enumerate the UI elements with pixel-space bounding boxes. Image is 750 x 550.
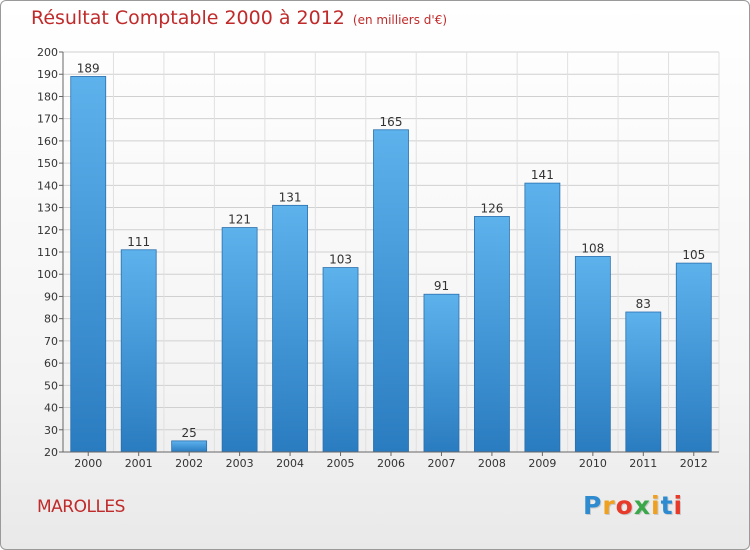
- y-tick-label: 140: [37, 179, 58, 192]
- bar-2012: [675, 262, 712, 453]
- y-tick-label: 180: [37, 90, 58, 103]
- logo-letter: i: [673, 491, 684, 520]
- y-tick-label: 120: [37, 224, 58, 237]
- logo-letter: i: [651, 491, 661, 520]
- x-tick-label: 2000: [74, 457, 102, 470]
- chart-title: Résultat Comptable 2000 à 2012 (en millie…: [31, 7, 447, 29]
- x-tick-label: 2006: [377, 457, 405, 470]
- logo-letter: o: [615, 491, 634, 520]
- bar-2011: [625, 311, 662, 453]
- axes: 20 30 40 50 60 70 80 90 100 110 120 130 140 150 160 170…: [37, 46, 719, 470]
- data-label-2005: 103: [329, 253, 352, 267]
- data-label-2009: 141: [531, 168, 554, 182]
- x-tick-label: 2001: [125, 457, 153, 470]
- x-tick-label: 2011: [629, 457, 657, 470]
- bar-2008: [474, 216, 510, 453]
- data-label-2007: 91: [434, 279, 449, 293]
- data-label-2012: 105: [682, 248, 705, 262]
- chart-title-main: Résultat Comptable 2000 à 2012: [31, 7, 345, 29]
- x-tick-label: 2005: [327, 457, 355, 470]
- y-tick-label: 170: [37, 113, 58, 126]
- bar-2000: [70, 76, 107, 453]
- x-tick-label: 2008: [478, 457, 506, 470]
- data-label-2002: 25: [182, 426, 197, 440]
- y-tick-label: 90: [44, 290, 58, 303]
- x-tick-label: 2010: [579, 457, 607, 470]
- data-label-2011: 83: [636, 297, 651, 311]
- y-tick-label: 160: [37, 135, 58, 148]
- data-label-2004: 131: [279, 190, 302, 204]
- proxiti-logo: Proxiti: [583, 491, 683, 520]
- y-tick-label: 150: [37, 157, 58, 170]
- bar-2006: [373, 129, 409, 453]
- y-tick-label: 30: [44, 424, 58, 437]
- data-label-2001: 111: [127, 235, 150, 249]
- chart-subtitle: (en milliers d'€): [352, 13, 448, 27]
- y-tick-label: 20: [44, 446, 58, 459]
- y-tick-label: 50: [44, 379, 58, 392]
- bar-2007: [423, 293, 460, 453]
- x-tick-label: 2004: [276, 457, 304, 470]
- y-tick-label: 190: [37, 68, 58, 81]
- y-tick-label: 130: [37, 202, 58, 215]
- y-tick-label: 40: [44, 402, 58, 415]
- y-tick-label: 110: [37, 246, 58, 259]
- y-tick-label: 200: [37, 46, 58, 59]
- y-tick-label: 60: [44, 357, 58, 370]
- bar-2005: [322, 267, 359, 453]
- logo-letter: t: [660, 491, 674, 520]
- x-tick-label: 2007: [427, 457, 455, 470]
- bars: 189 111 25 121 131 103 165 91 126 141 108 83 105: [70, 61, 712, 453]
- bar-2009: [524, 182, 561, 453]
- x-tick-label: 2012: [680, 457, 708, 470]
- bar-2002: [171, 440, 208, 453]
- bar-2004: [272, 204, 308, 453]
- logo-letter: P: [583, 491, 603, 520]
- x-tick-label: 2003: [226, 457, 254, 470]
- y-tick-label: 70: [44, 335, 58, 348]
- logo-letter: r: [602, 491, 616, 520]
- y-tick-label: 80: [44, 313, 58, 326]
- data-label-2006: 165: [380, 115, 403, 129]
- logo-letter: x: [633, 491, 651, 520]
- x-tick-label: 2002: [175, 457, 203, 470]
- data-label-2000: 189: [77, 61, 100, 75]
- bar-2010: [574, 256, 611, 453]
- data-label-2010: 108: [581, 241, 604, 255]
- data-label-2008: 126: [480, 201, 503, 215]
- bar-2001: [120, 249, 157, 453]
- bar-2003: [221, 227, 258, 453]
- commune-name: MAROLLES: [37, 497, 125, 517]
- y-tick-label: 100: [37, 268, 58, 281]
- data-label-2003: 121: [228, 213, 251, 227]
- x-tick-label: 2009: [528, 457, 556, 470]
